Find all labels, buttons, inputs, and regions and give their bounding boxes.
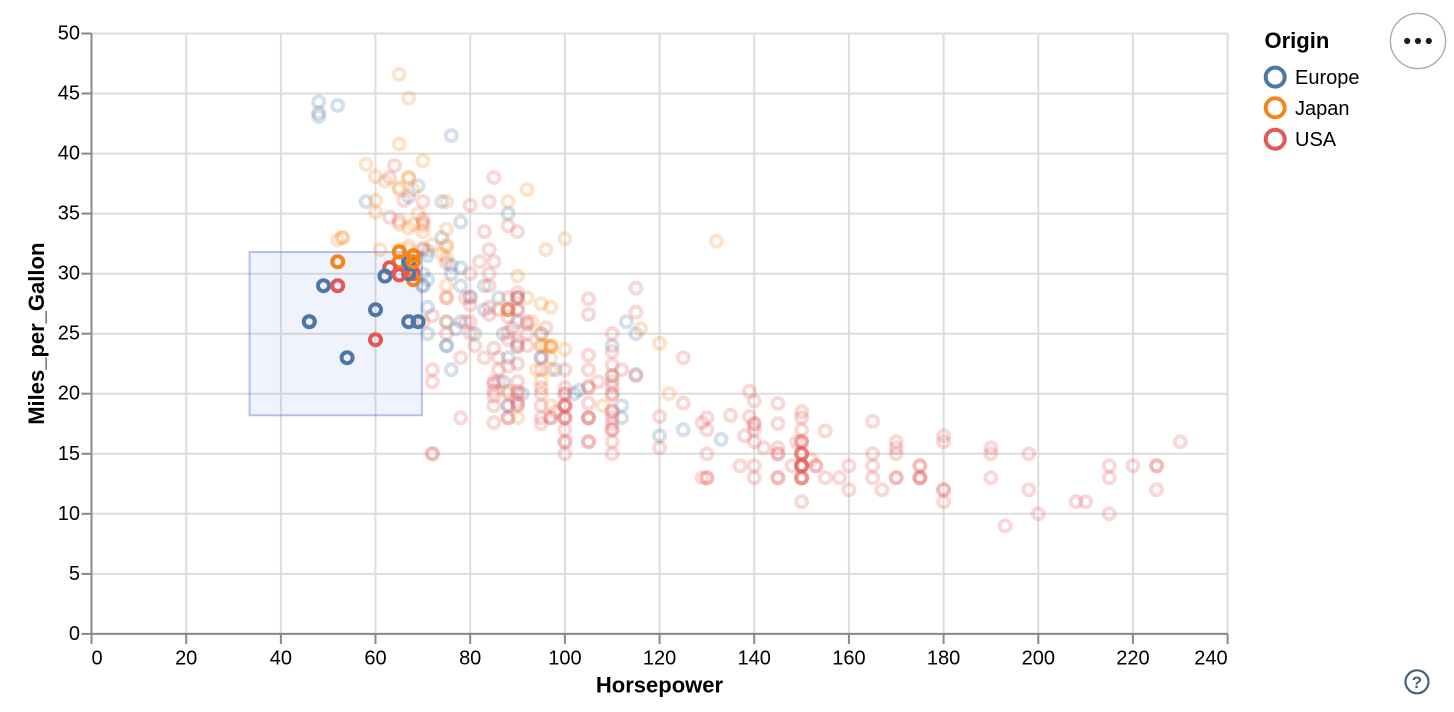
svg-text:35: 35	[58, 203, 80, 225]
svg-text:Miles_per_Gallon: Miles_per_Gallon	[24, 243, 49, 425]
svg-text:40: 40	[270, 648, 292, 670]
svg-text:140: 140	[738, 648, 771, 670]
svg-text:160: 160	[832, 648, 865, 670]
svg-text:220: 220	[1116, 648, 1149, 670]
svg-text:0: 0	[92, 648, 103, 670]
svg-text:80: 80	[459, 648, 481, 670]
svg-text:40: 40	[58, 143, 80, 165]
svg-text:50: 50	[58, 23, 80, 45]
svg-text:?: ?	[1412, 673, 1422, 692]
svg-text:Horsepower: Horsepower	[596, 673, 724, 698]
svg-text:20: 20	[175, 648, 197, 670]
svg-text:240: 240	[1194, 648, 1227, 670]
svg-text:USA: USA	[1295, 129, 1337, 151]
svg-text:Europe: Europe	[1295, 67, 1360, 89]
svg-text:20: 20	[58, 383, 80, 405]
svg-text:60: 60	[364, 648, 386, 670]
svg-text:200: 200	[1022, 648, 1055, 670]
svg-text:Japan: Japan	[1295, 98, 1350, 120]
svg-text:25: 25	[58, 323, 80, 345]
svg-text:30: 30	[58, 263, 80, 285]
svg-text:45: 45	[58, 83, 80, 105]
svg-text:100: 100	[548, 648, 581, 670]
svg-text:120: 120	[643, 648, 676, 670]
svg-text:0: 0	[69, 623, 80, 645]
svg-text:Origin: Origin	[1265, 28, 1330, 53]
svg-text:180: 180	[927, 648, 960, 670]
svg-text:10: 10	[58, 503, 80, 525]
svg-text:15: 15	[58, 443, 80, 465]
svg-text:5: 5	[69, 563, 80, 585]
